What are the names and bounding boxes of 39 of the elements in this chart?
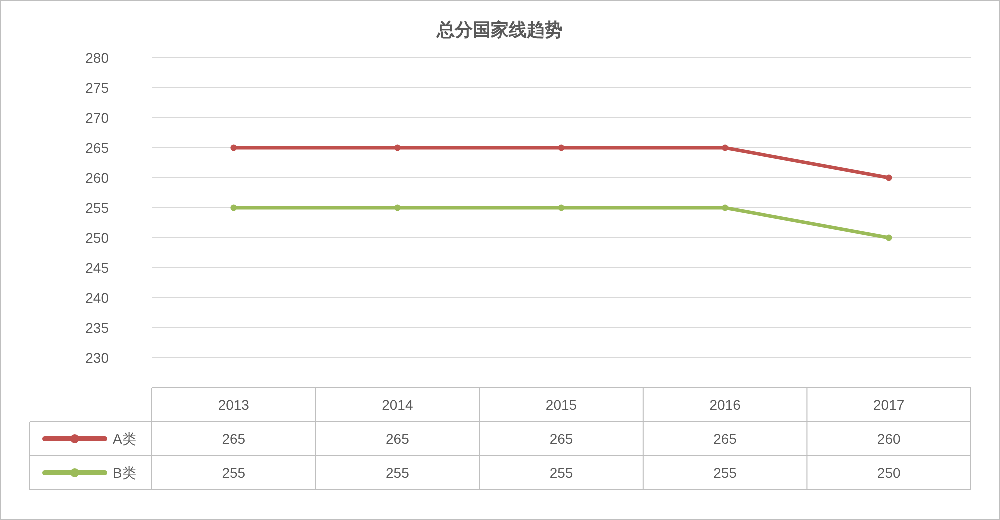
y-tick-label: 240 <box>86 290 110 306</box>
point <box>230 144 238 152</box>
y-tick-label: 235 <box>86 320 110 336</box>
data-label: 265 <box>550 431 574 447</box>
x-tick-label: 2013 <box>218 397 250 413</box>
y-tick-label: 275 <box>86 80 110 96</box>
x-tick-label: 2016 <box>710 397 742 413</box>
data-label: 265 <box>714 431 738 447</box>
data-label: 265 <box>222 431 246 447</box>
data-label: 255 <box>714 465 738 481</box>
point <box>722 204 728 212</box>
data-label: 260 <box>877 431 901 447</box>
y-tick-label: 230 <box>86 350 110 366</box>
legend-label: B类 <box>113 465 136 481</box>
chart-title: 总分国家线趋势 <box>436 20 563 40</box>
point <box>394 144 401 152</box>
y-tick-label: 260 <box>86 170 110 186</box>
legend-label: A类 <box>113 431 136 447</box>
y-tick-label: 270 <box>86 110 110 126</box>
point <box>886 234 892 242</box>
data-label: 265 <box>386 431 410 447</box>
point <box>230 204 238 212</box>
x-tick-label: 2015 <box>546 397 578 413</box>
x-tick-label: 2017 <box>874 397 905 413</box>
data-label: 255 <box>222 465 246 481</box>
point <box>558 204 565 212</box>
y-tick-label: 265 <box>86 140 110 156</box>
y-tick-label: 250 <box>86 230 110 246</box>
data-label: 255 <box>550 465 574 481</box>
point <box>886 174 892 182</box>
point <box>722 144 728 152</box>
y-tick-label: 245 <box>86 260 110 276</box>
data-label: 255 <box>386 465 410 481</box>
data-label: 250 <box>877 465 901 481</box>
y-tick-label: 280 <box>86 50 110 66</box>
x-tick-label: 2014 <box>382 397 414 413</box>
y-tick-label: 255 <box>86 200 110 216</box>
point <box>558 144 565 152</box>
point <box>394 204 401 212</box>
